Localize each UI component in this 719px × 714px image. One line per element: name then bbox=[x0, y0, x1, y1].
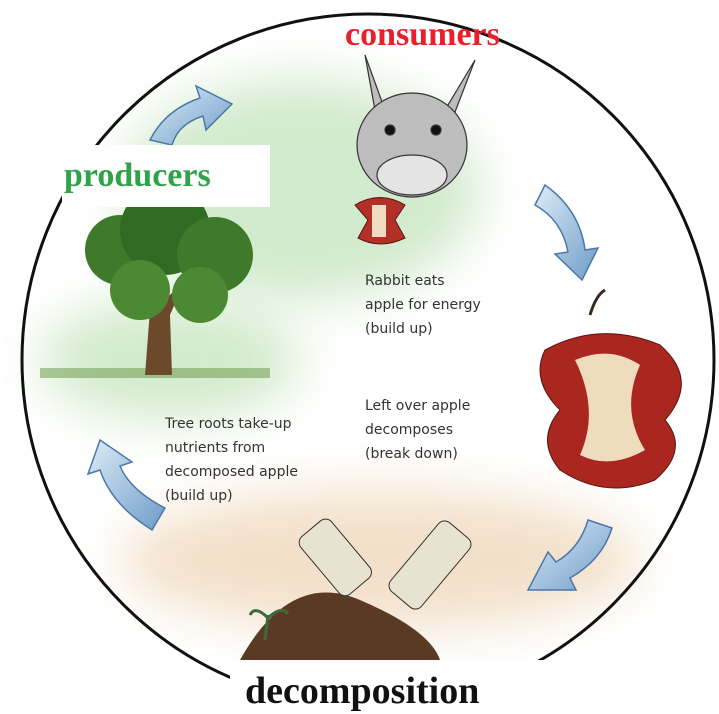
tree-illustration bbox=[40, 185, 270, 378]
description-line: apple for energy bbox=[365, 297, 481, 313]
description-line: decomposes bbox=[365, 422, 453, 438]
description-line: Tree roots take-up bbox=[164, 416, 292, 432]
decomposition-illustration bbox=[240, 518, 472, 660]
description-line: (build up) bbox=[165, 488, 233, 504]
arrow bbox=[534, 183, 600, 282]
apple-core-small bbox=[354, 197, 406, 245]
arrow bbox=[86, 438, 167, 532]
description-line: Rabbit eats bbox=[365, 273, 445, 289]
label-consumers: consumers bbox=[345, 16, 500, 53]
label-producers: producers bbox=[64, 157, 211, 194]
apple-core-large bbox=[539, 288, 682, 489]
arrow bbox=[148, 84, 234, 146]
cycle-arrows bbox=[86, 84, 613, 591]
label-decomposition: decomposition bbox=[245, 670, 479, 712]
rabbit-illustration bbox=[356, 54, 476, 198]
arrow bbox=[526, 519, 613, 591]
description-line: decomposed apple bbox=[165, 464, 298, 480]
description-line: (break down) bbox=[365, 446, 458, 462]
descriptions: Rabbit eats apple for energy (build up) Lef… bbox=[164, 273, 481, 504]
decomposition-box bbox=[230, 660, 560, 714]
description-line: Left over apple bbox=[365, 398, 470, 414]
description-line: (build up) bbox=[365, 321, 433, 337]
producers-box bbox=[62, 145, 270, 207]
description-line: nutrients from bbox=[165, 440, 265, 456]
